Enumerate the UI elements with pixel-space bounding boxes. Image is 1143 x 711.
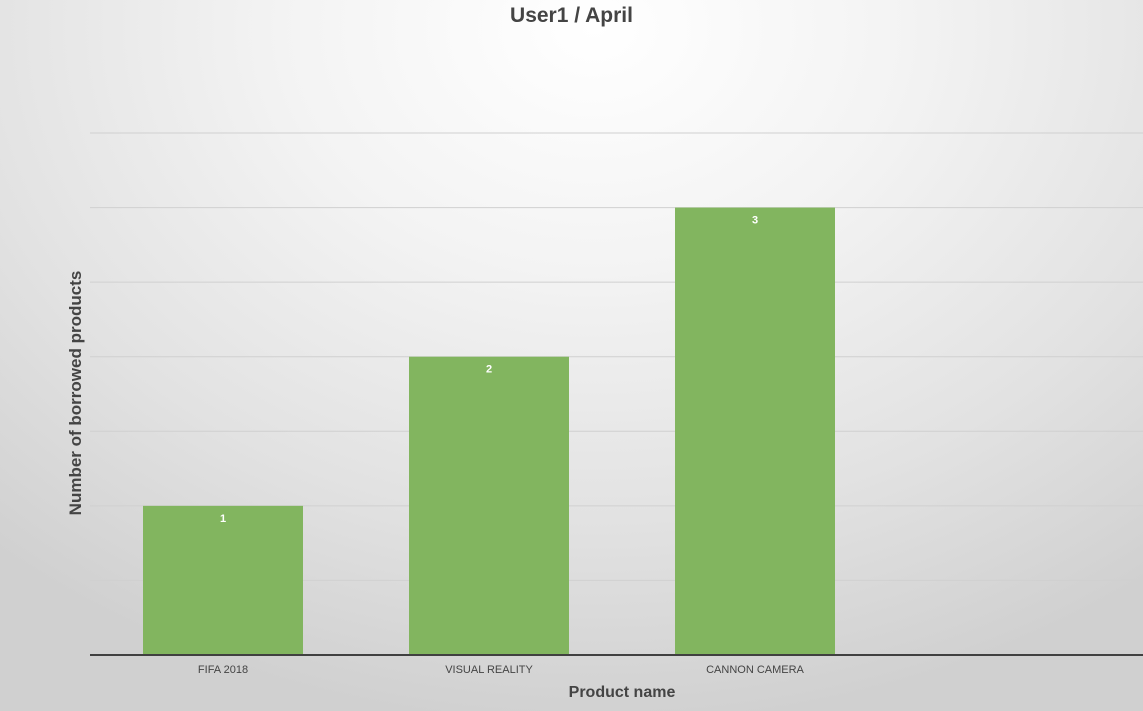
data-label-0: 1 — [220, 513, 226, 525]
bar-1 — [409, 356, 569, 655]
x-axis-title: Product name — [568, 684, 676, 701]
y-axis-title: Number of borrowed products — [66, 270, 85, 516]
gridlines — [90, 132, 1143, 581]
bar-2 — [675, 207, 835, 656]
x-tick-labels: FIFA 2018 VISUAL REALITY CANNON CAMERA — [198, 664, 805, 676]
x-tick-label-0: FIFA 2018 — [198, 664, 248, 676]
data-labels: 1 2 3 — [220, 215, 758, 525]
x-tick-label-1: VISUAL REALITY — [445, 664, 533, 676]
x-tick-label-2: CANNON CAMERA — [706, 664, 804, 676]
data-label-2: 3 — [752, 215, 758, 227]
bars — [143, 207, 835, 656]
bar-0 — [143, 505, 303, 655]
data-label-1: 2 — [486, 364, 492, 376]
chart-title: User1 / April — [510, 4, 633, 27]
